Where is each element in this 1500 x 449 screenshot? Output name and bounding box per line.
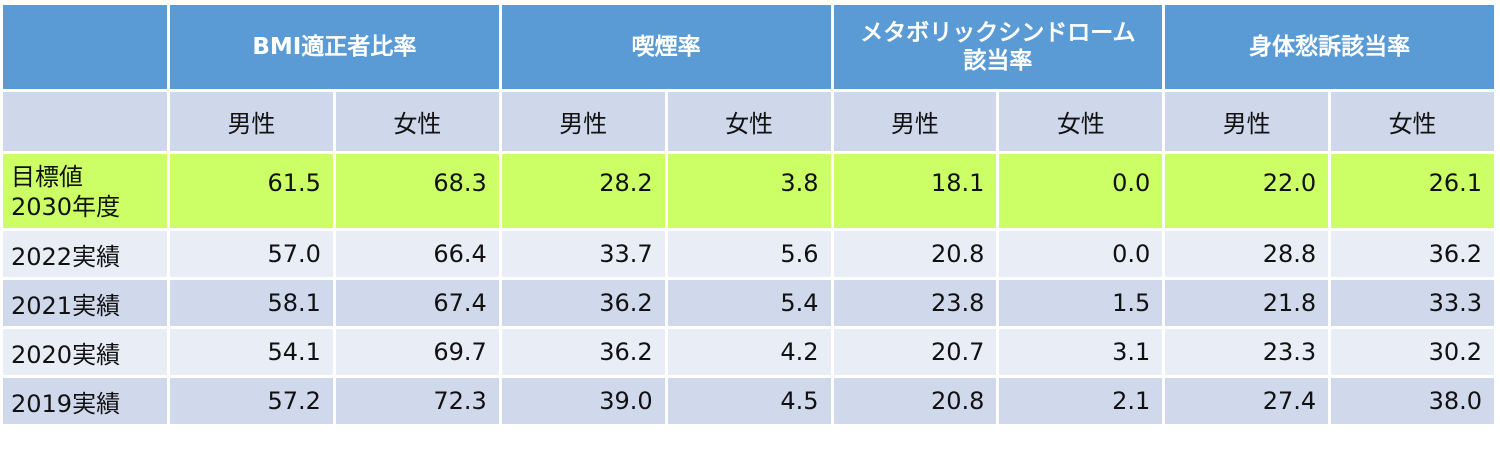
value-cell: 22.0 [1162,151,1332,231]
cell-text-line: 2021実績 [11,291,121,320]
subheader-row: 男性 女性 男性 女性 男性 女性 男性 女性 [0,89,1497,154]
value-cell: 39.0 [498,375,668,427]
value-cell: 26.1 [1328,151,1497,231]
cell-text-line: 身体愁訴該当率 [1249,34,1411,60]
value-cell: 1.5 [996,277,1166,329]
group-header-row: BMI適正者比率 喫煙率 メタボリックシンドローム 該当率 身体愁訴該当率 [0,2,1497,92]
corner-cell [0,2,170,92]
group-header: メタボリックシンドローム 該当率 [830,2,1166,92]
value-cell: 20.7 [830,326,1000,378]
cell-text-line: 2019実績 [11,389,121,418]
cell-text-line: 2022実績 [11,242,121,271]
value-cell: 21.8 [1162,277,1332,329]
row-label: 2022実績 [0,228,170,280]
value-cell: 33.3 [1328,277,1497,329]
value-cell: 20.8 [830,375,1000,427]
data-row: 2019実績 57.2 72.3 39.0 4.5 20.8 2.1 27.4 38.0 [0,375,1497,427]
cell-text-line: BMI適正者比率 [252,34,417,60]
value-cell: 33.7 [498,228,668,280]
value-cell: 0.0 [996,228,1166,280]
value-cell: 4.2 [664,326,834,378]
data-row: 2022実績 57.0 66.4 33.7 5.6 20.8 0.0 28.8 36.2 [0,228,1497,280]
value-cell: 23.3 [1162,326,1332,378]
cell-text-line: 該当率 [963,48,1033,74]
subheader-corner [0,89,170,154]
value-cell: 72.3 [332,375,502,427]
value-cell: 3.8 [664,151,834,231]
value-cell: 28.2 [498,151,668,231]
value-cell: 2.1 [996,375,1166,427]
value-cell: 27.4 [1162,375,1332,427]
subheader: 女性 [332,89,502,154]
value-cell: 38.0 [1328,375,1497,427]
data-row: 2021実績 58.1 67.4 36.2 5.4 23.8 1.5 21.8 33.3 [0,277,1497,329]
value-cell: 58.1 [167,277,336,329]
cell-text-line: 目標値 [11,163,83,191]
value-cell: 61.5 [167,151,336,231]
cell-text-line: 喫煙率 [631,34,701,60]
value-cell: 5.4 [664,277,834,329]
value-cell: 5.6 [664,228,834,280]
value-cell: 18.1 [830,151,1000,231]
target-row: 目標値 2030年度 61.5 68.3 28.2 3.8 18.1 0.0 22.0 26.1 [0,151,1497,231]
value-cell: 4.5 [664,375,834,427]
group-header: BMI適正者比率 [167,2,502,92]
subheader: 男性 [1162,89,1332,154]
cell-text-line: メタボリックシンドローム [860,20,1136,46]
subheader: 女性 [996,89,1166,154]
row-label: 2020実績 [0,326,170,378]
subheader: 男性 [830,89,1000,154]
value-cell: 68.3 [332,151,502,231]
cell-text-line: 2030年度 [11,193,121,221]
data-table: BMI適正者比率 喫煙率 メタボリックシンドローム 該当率 身体愁訴該当率 男性 女性 男性女… [0,2,1497,427]
row-label: 2021実績 [0,277,170,329]
subheader: 女性 [664,89,834,154]
value-cell: 57.2 [167,375,336,427]
cell-text-line: 2020実績 [11,340,121,369]
row-label: 目標値 2030年度 [0,151,170,231]
value-cell: 3.1 [996,326,1166,378]
value-cell: 28.8 [1162,228,1332,280]
value-cell: 66.4 [332,228,502,280]
subheader: 男性 [167,89,336,154]
subheader: 男性 [498,89,668,154]
value-cell: 0.0 [996,151,1166,231]
data-row: 2020実績 54.1 69.7 36.2 4.2 20.7 3.1 23.3 30.2 [0,326,1497,378]
value-cell: 20.8 [830,228,1000,280]
group-header: 喫煙率 [498,2,834,92]
row-label: 2019実績 [0,375,170,427]
value-cell: 30.2 [1328,326,1497,378]
value-cell: 54.1 [167,326,336,378]
subheader: 女性 [1328,89,1497,154]
value-cell: 36.2 [1328,228,1497,280]
value-cell: 23.8 [830,277,1000,329]
value-cell: 69.7 [332,326,502,378]
value-cell: 67.4 [332,277,502,329]
group-header: 身体愁訴該当率 [1162,2,1497,92]
value-cell: 36.2 [498,326,668,378]
value-cell: 36.2 [498,277,668,329]
value-cell: 57.0 [167,228,336,280]
